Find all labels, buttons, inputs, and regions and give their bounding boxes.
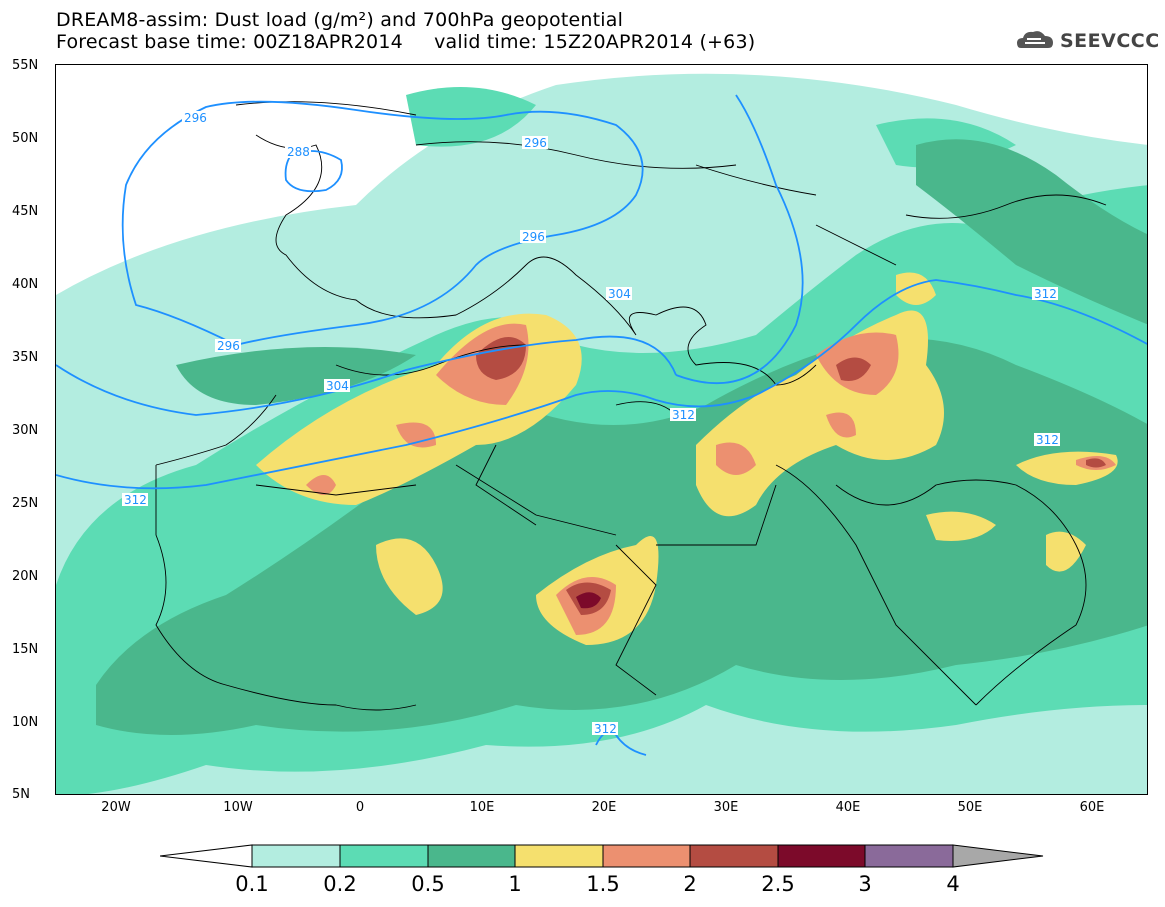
- contour-label: 312: [1034, 287, 1057, 301]
- colorbar-label: 0.1: [235, 872, 269, 896]
- lon-label: 20E: [591, 800, 617, 815]
- colorbar-swatch-1.5: [602, 844, 691, 868]
- colorbar-label: 2: [683, 872, 697, 896]
- lon-label: 40E: [835, 800, 861, 815]
- colorbar-swatch-0.1: [251, 844, 341, 868]
- colorbar-label: 1: [508, 872, 522, 896]
- map-subtitle-times: Forecast base time: 00Z18APR2014 valid t…: [56, 31, 756, 53]
- colorbar-swatch-0.5: [427, 844, 516, 868]
- lat-label: 50N: [12, 131, 39, 146]
- lon-label: 50E: [957, 800, 983, 815]
- lat-label: 5N: [12, 787, 30, 802]
- contour-label: 296: [217, 339, 240, 353]
- colorbar-label: 1.5: [586, 872, 620, 896]
- colorbar-label: 4: [946, 872, 960, 896]
- colorbar-label: 0.2: [323, 872, 357, 896]
- contour-label: 304: [326, 379, 349, 393]
- lon-label: 10W: [223, 800, 253, 815]
- map-title: DREAM8-assim: Dust load (g/m²) and 700hP…: [56, 9, 624, 31]
- lat-label: 35N: [12, 350, 39, 365]
- lon-label: 20W: [101, 800, 131, 815]
- lon-label: 0: [355, 800, 365, 815]
- contour-label: 304: [608, 287, 631, 301]
- seevccc-logo-icon: [1017, 31, 1053, 48]
- colorbar-swatch-2: [689, 844, 779, 868]
- coastlines-borders: [155, 101, 1107, 711]
- contour-label: 312: [124, 493, 147, 507]
- colorbar-label: 3: [858, 872, 872, 896]
- colorbar-swatch-2.5: [777, 844, 866, 868]
- contour-label: 296: [524, 136, 547, 150]
- contour-label: 296: [184, 111, 207, 125]
- colorbar-label: 0.5: [411, 872, 445, 896]
- contour-label: 296: [522, 230, 545, 244]
- lat-label: 15N: [12, 642, 39, 657]
- colorbar: [160, 844, 1044, 868]
- lat-label: 45N: [12, 204, 39, 219]
- dust-field-2.5: [576, 592, 601, 609]
- lon-label: 30E: [713, 800, 739, 815]
- colorbar-swatch-0.2: [339, 844, 429, 868]
- lat-label: 55N: [12, 58, 39, 73]
- contour-label: 288: [287, 145, 310, 159]
- dust-load-map: 296 288 296 296 296 304 304 312 312 312 …: [56, 73, 1147, 794]
- logo-text: SEEVCCC: [1060, 30, 1160, 52]
- colorbar-swatch-3: [864, 844, 954, 868]
- lat-label: 30N: [12, 423, 39, 438]
- lat-label: 20N: [12, 569, 39, 584]
- lon-label: 60E: [1079, 800, 1105, 815]
- lat-label: 10N: [12, 715, 39, 730]
- lon-label: 10E: [469, 800, 495, 815]
- lat-label: 40N: [12, 277, 39, 292]
- contour-labels: 296 288 296 296 296 304 304 312 312 312 …: [122, 111, 1060, 736]
- colorbar-label: 2.5: [761, 872, 795, 896]
- colorbar-max-triangle: [952, 844, 1044, 868]
- colorbar-swatch-1: [514, 844, 604, 868]
- map-panel: 296 288 296 296 296 304 304 312 312 312 …: [55, 64, 1148, 795]
- contour-label: 312: [672, 408, 695, 422]
- lat-label: 25N: [12, 496, 39, 511]
- colorbar-min-triangle: [160, 844, 253, 868]
- contour-label: 312: [1036, 433, 1059, 447]
- contour-label: 312: [594, 722, 617, 736]
